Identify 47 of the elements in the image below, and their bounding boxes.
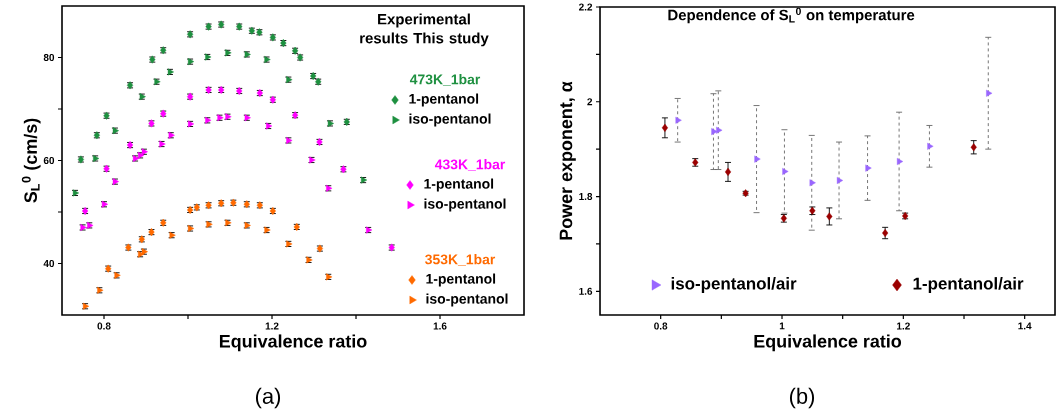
- y-axis-title: S$_{L}$$^{0}$ (cm/s): [21, 118, 41, 203]
- x-tick-label: 0.8: [654, 322, 668, 330]
- x-tick-label: 1: [779, 322, 785, 330]
- legend-label: iso-pentanol/air: [671, 277, 797, 293]
- legend-label: iso-pentanol: [409, 113, 491, 127]
- point: [826, 212, 833, 221]
- point: [724, 167, 732, 176]
- y-tick-label: 80: [43, 53, 55, 62]
- x-tick-label: 1.2: [897, 322, 910, 330]
- y-tick-label: 1.6: [579, 287, 593, 295]
- point: [986, 89, 993, 97]
- legend-label: 1-pentanol: [409, 93, 479, 107]
- annotation: 353K_1bar: [425, 254, 496, 266]
- point: [711, 128, 718, 136]
- point: [809, 179, 816, 187]
- legend-label: 1-pentanol/air: [913, 277, 1024, 293]
- point: [675, 116, 682, 124]
- legend-label: iso-pentanol: [426, 293, 508, 307]
- point: [836, 176, 844, 184]
- y-axis-title: Power exponent, α: [559, 81, 576, 240]
- y-tick-label: 2.2: [578, 3, 593, 11]
- point: [865, 164, 872, 172]
- text: (a): [255, 387, 281, 409]
- annotation: 473K_1bar: [409, 74, 481, 86]
- point: [897, 157, 904, 165]
- text: (b): [789, 387, 815, 409]
- y-tick-label: 2: [587, 98, 593, 106]
- x-tick-label: 1.6: [433, 322, 447, 330]
- annotation: 433K_1bar: [434, 159, 506, 171]
- point: [754, 155, 761, 163]
- x-axis-title: Equivalence ratio: [754, 334, 902, 352]
- x-tick-label: 1.4: [1018, 322, 1032, 330]
- x-axis-title: Equivalence ratio: [219, 334, 367, 352]
- y-tick-label: 1.8: [579, 193, 593, 201]
- legend-label: iso-pentanol: [424, 198, 506, 212]
- chart-title: Dependence of S$_{L}$$^{0}$ on temperature: [668, 7, 915, 24]
- y-tick-label: 60: [43, 156, 55, 165]
- y-tick-label: 40: [43, 259, 55, 268]
- point: [782, 167, 789, 175]
- x-tick-label: 0.8: [97, 322, 111, 330]
- legend-label: 1-pentanol: [424, 178, 494, 192]
- legend-label: 1-pentanol: [426, 273, 496, 287]
- x-tick-label: 1.2: [265, 322, 279, 330]
- point: [927, 142, 934, 150]
- point: [716, 126, 723, 134]
- legend-title: Experimental results This study: [360, 13, 489, 47]
- point: [661, 123, 668, 132]
